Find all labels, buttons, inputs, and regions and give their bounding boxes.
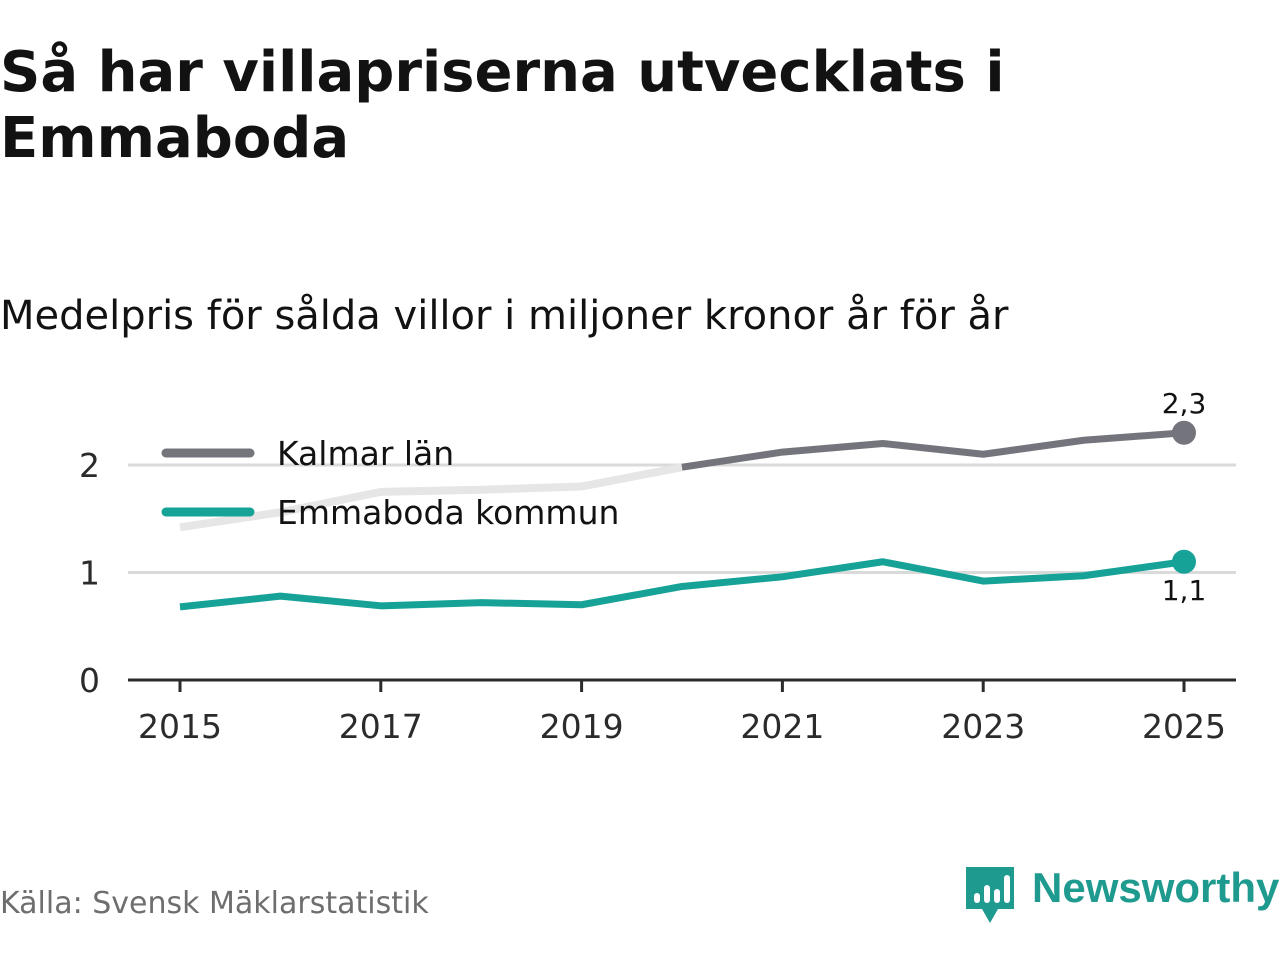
data-labels: 2,3 1,1: [1162, 387, 1207, 607]
x-tick-label: 2015: [138, 707, 222, 746]
x-tick-label: 2021: [740, 707, 824, 746]
end-point-emmaboda-kommun: [1172, 549, 1196, 574]
y-tick-label: 2: [79, 446, 100, 485]
legend: Kalmar län Emmaboda kommun: [161, 434, 619, 532]
x-tick-label: 2023: [941, 707, 1025, 746]
chart-title: Så har villapriserna utvecklats i Emmabo…: [0, 40, 1005, 171]
x-tick-label: 2017: [339, 707, 423, 746]
series-lines: [179, 420, 1196, 611]
newsworthy-logo: Newsworthy: [964, 864, 1279, 928]
legend-label-emmaboda-kommun: Emmaboda kommun: [277, 493, 619, 532]
y-tick-label: 1: [79, 554, 100, 593]
y-tick-label: 0: [79, 661, 100, 700]
end-point-kalmar-län: [1172, 420, 1196, 445]
series-line-faded-kalmar-län: [179, 463, 683, 532]
newsworthy-logo-icon: [966, 867, 1014, 923]
axes: 0 1 2 2015 2017 2019 2021 2023 2025: [79, 446, 1236, 746]
series-line-kalmar-län: [681, 429, 1185, 471]
x-tick-label: 2025: [1142, 707, 1226, 746]
chart-subtitle: Medelpris för sålda villor i miljoner kr…: [0, 293, 1009, 339]
x-tick-label: 2019: [540, 707, 624, 746]
brand-name: Newsworthy: [1032, 864, 1280, 911]
source-note: Källa: Svensk Mäklarstatistik: [0, 886, 429, 921]
series-line-emmaboda-kommun: [179, 558, 1185, 611]
legend-label-kalmar-län: Kalmar län: [277, 434, 454, 473]
end-value-label-kalmar-län: 2,3: [1162, 387, 1207, 420]
end-value-label-emmaboda-kommun: 1,1: [1162, 574, 1207, 607]
